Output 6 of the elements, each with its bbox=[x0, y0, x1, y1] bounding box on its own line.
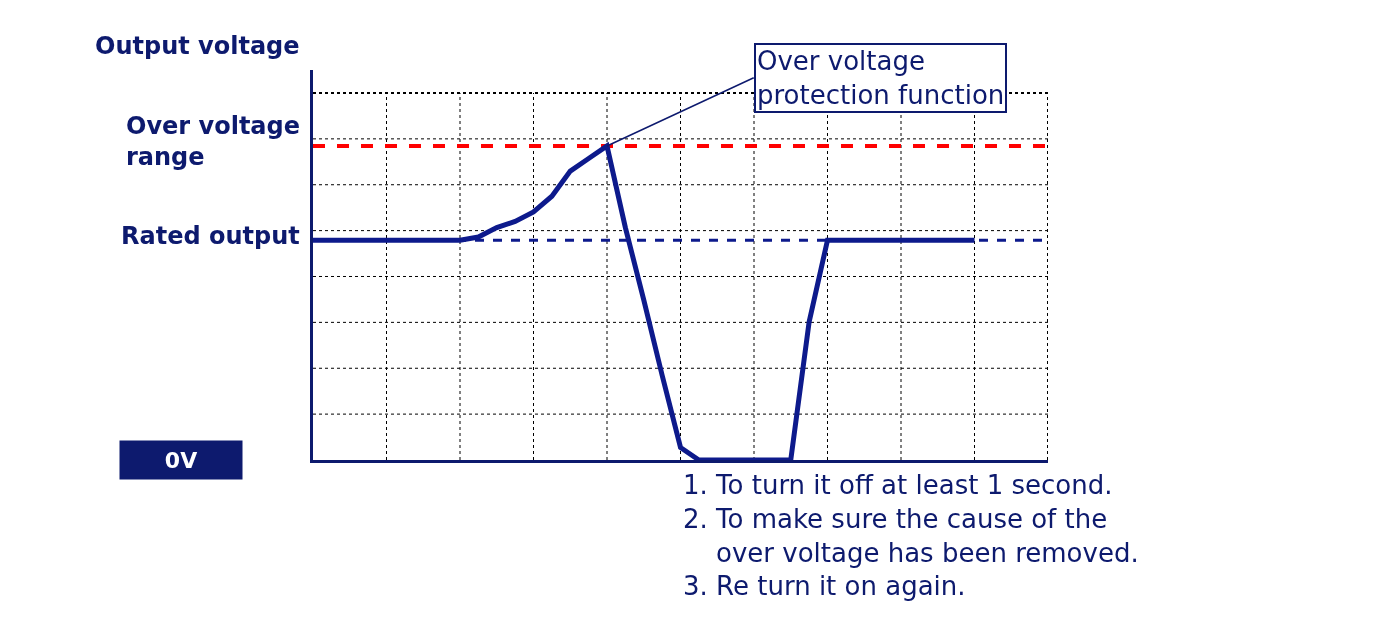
annotation: Over voltage protection function bbox=[757, 46, 1005, 110]
y-axis-title: Output voltage bbox=[95, 32, 300, 60]
text: 1. To turn it off at least 1 second. 2. To make sure the cause of the over voltage has been removed. 3. Re turn it on again. bbox=[683, 470, 1139, 602]
ref-line-label: Rated output bbox=[121, 222, 300, 250]
ref-line-label: Over voltage range bbox=[126, 112, 300, 172]
text: 0V bbox=[164, 447, 198, 473]
